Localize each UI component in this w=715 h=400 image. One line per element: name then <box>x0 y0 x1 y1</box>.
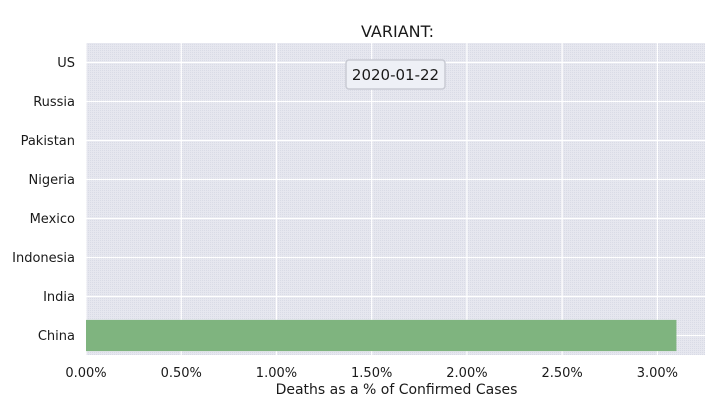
bar-china <box>86 319 677 352</box>
y-tick-label-indonesia: Indonesia <box>12 251 75 266</box>
x-tick-label-3: 1.50% <box>351 366 392 381</box>
y-tick-label-china: China <box>38 329 75 344</box>
chart-title: VARIANT: <box>361 22 434 41</box>
bars <box>86 319 677 352</box>
x-tick-label-1: 0.50% <box>161 366 202 381</box>
x-tick-label-5: 2.50% <box>541 366 582 381</box>
date-box: 2020-01-22 <box>345 59 446 90</box>
x-tick-label-4: 2.00% <box>446 366 487 381</box>
y-tick-label-nigeria: Nigeria <box>28 173 75 188</box>
plot-area <box>86 43 705 355</box>
x-axis-title: Deaths as a % of Confirmed Cases <box>276 382 518 398</box>
y-tick-label-us: US <box>57 56 75 71</box>
y-tick-label-pakistan: Pakistan <box>21 134 75 149</box>
x-tick-label-0: 0.00% <box>65 366 106 381</box>
y-tick-labels: US Russia Pakistan Nigeria Mexico Indonesia In… <box>12 56 75 344</box>
x-tick-label-6: 3.00% <box>637 366 678 381</box>
y-tick-label-mexico: Mexico <box>30 212 75 227</box>
date-label: 2020-01-22 <box>352 66 439 84</box>
x-tick-labels: 0.00% 0.50% 1.00% 1.50% 2.00% 2.50% 3.00% <box>65 366 678 381</box>
y-tick-label-india: India <box>43 290 75 305</box>
grid-lines <box>85 43 705 355</box>
y-tick-label-russia: Russia <box>33 95 75 110</box>
date-box-frame <box>345 59 446 90</box>
x-tick-label-2: 1.00% <box>256 366 297 381</box>
